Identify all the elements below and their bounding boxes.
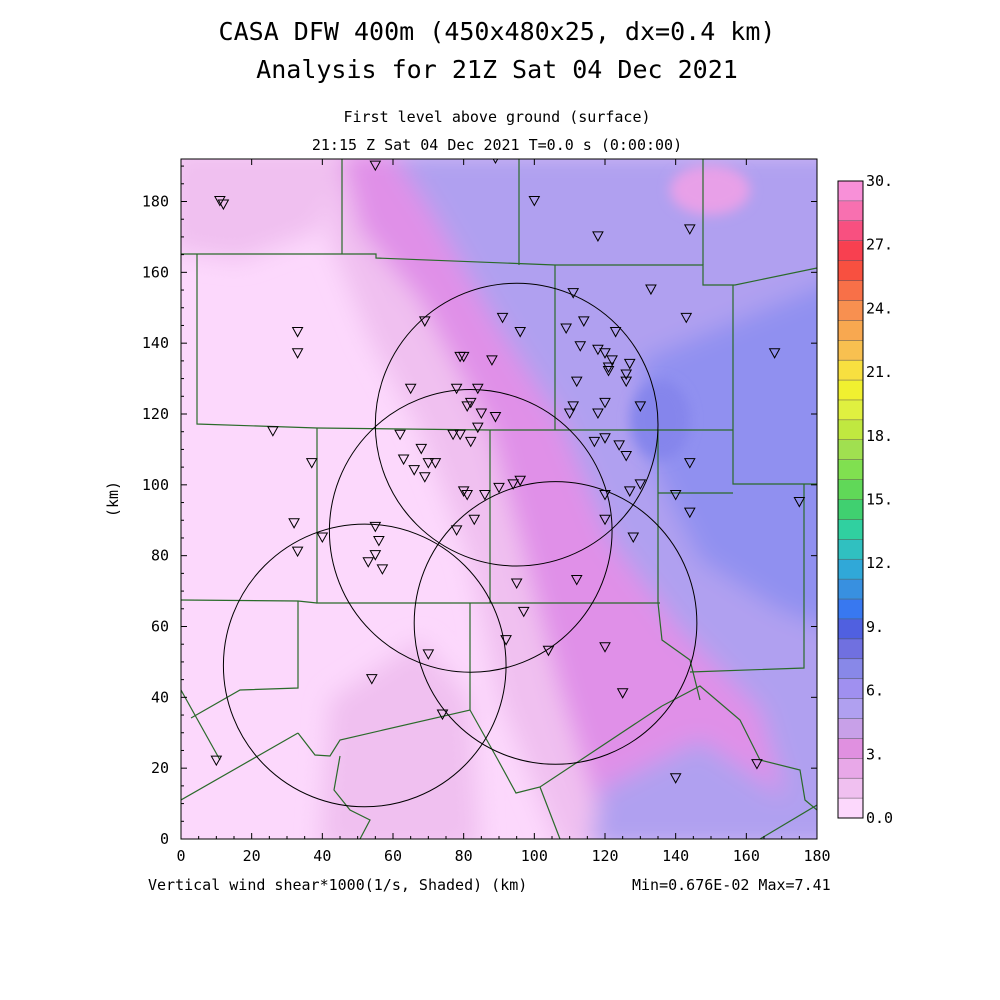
colorbar-swatch [838, 699, 863, 719]
y-tick-label: 180 [142, 193, 169, 211]
colorbar-swatch [838, 738, 863, 758]
colorbar-swatch [838, 798, 863, 818]
colorbar-swatch [838, 221, 863, 241]
colorbar-label: 21. [866, 363, 893, 381]
x-tick-label: 80 [455, 847, 473, 865]
colorbar-label: 6. [866, 682, 884, 700]
y-tick-label: 80 [151, 547, 169, 565]
x-tick-label: 20 [243, 847, 261, 865]
colorbar-swatch [838, 300, 863, 320]
chart-title-line2: Analysis for 21Z Sat 04 Dec 2021 [256, 55, 738, 84]
y-tick-label: 100 [142, 476, 169, 494]
colorbar-swatch [838, 718, 863, 738]
colorbar-label: 18. [866, 427, 893, 445]
y-tick-label: 140 [142, 334, 169, 352]
y-tick-label: 120 [142, 405, 169, 423]
field-patch-pink-ne [670, 165, 750, 215]
y-axis-label: (km) [104, 481, 122, 517]
colorbar-swatch [838, 659, 863, 679]
x-tick-label: 100 [521, 847, 548, 865]
field-patch-blue-core [630, 380, 690, 460]
colorbar-swatch [838, 559, 863, 579]
colorbar-swatch [838, 380, 863, 400]
colorbar-swatch [838, 320, 863, 340]
colorbar-swatch [838, 261, 863, 281]
x-tick-label: 180 [803, 847, 830, 865]
colorbar-swatch [838, 579, 863, 599]
colorbar-label: 15. [866, 491, 893, 509]
colorbar-swatch [838, 241, 863, 261]
y-tick-label: 0 [160, 830, 169, 848]
x-tick-label: 60 [384, 847, 402, 865]
y-tick-label: 160 [142, 263, 169, 281]
colorbar-label: 27. [866, 236, 893, 254]
x-tick-label: 40 [313, 847, 331, 865]
chart-title-line1: CASA DFW 400m (450x480x25, dx=0.4 km) [219, 17, 776, 46]
colorbar-swatch [838, 599, 863, 619]
colorbar-label: 30. [866, 172, 893, 190]
colorbar-swatch [838, 500, 863, 520]
colorbar: 0.0 3. 6. 9. 12. 15. 18. 21. 24. 27. 30. [838, 172, 893, 827]
colorbar-swatch [838, 420, 863, 440]
colorbar-label: 12. [866, 554, 893, 572]
colorbar-label: 9. [866, 618, 884, 636]
x-tick-label: 0 [176, 847, 185, 865]
colorbar-label: 0.0 [866, 809, 893, 827]
colorbar-swatch [838, 539, 863, 559]
x-tick-label: 160 [733, 847, 760, 865]
shear-field [170, 150, 860, 850]
colorbar-swatch [838, 480, 863, 500]
footer-variable-label: Vertical wind shear*1000(1/s, Shaded) (k… [148, 876, 527, 894]
x-tick-label: 120 [591, 847, 618, 865]
footer-min-max: Min=0.676E-02 Max=7.41 [632, 876, 831, 894]
colorbar-swatch [838, 201, 863, 221]
colorbar-swatch [838, 281, 863, 301]
colorbar-swatch [838, 400, 863, 420]
colorbar-swatch [838, 758, 863, 778]
colorbar-swatch [838, 619, 863, 639]
colorbar-swatch [838, 460, 863, 480]
y-tick-label: 20 [151, 759, 169, 777]
colorbar-swatch [838, 679, 863, 699]
colorbar-swatch [838, 181, 863, 201]
y-tick-label: 40 [151, 688, 169, 706]
chart-subtitle-line1: First level above ground (surface) [343, 108, 650, 126]
y-tick-label: 60 [151, 618, 169, 636]
colorbar-swatch [838, 778, 863, 798]
colorbar-swatch [838, 340, 863, 360]
colorbar-swatch [838, 519, 863, 539]
colorbar-swatch [838, 440, 863, 460]
colorbar-swatch [838, 360, 863, 380]
colorbar-label: 24. [866, 299, 893, 317]
chart-subtitle-line2: 21:15 Z Sat 04 Dec 2021 T=0.0 s (0:00:00… [312, 136, 682, 154]
colorbar-swatch [838, 639, 863, 659]
colorbar-label: 3. [866, 745, 884, 763]
x-tick-label: 140 [662, 847, 689, 865]
